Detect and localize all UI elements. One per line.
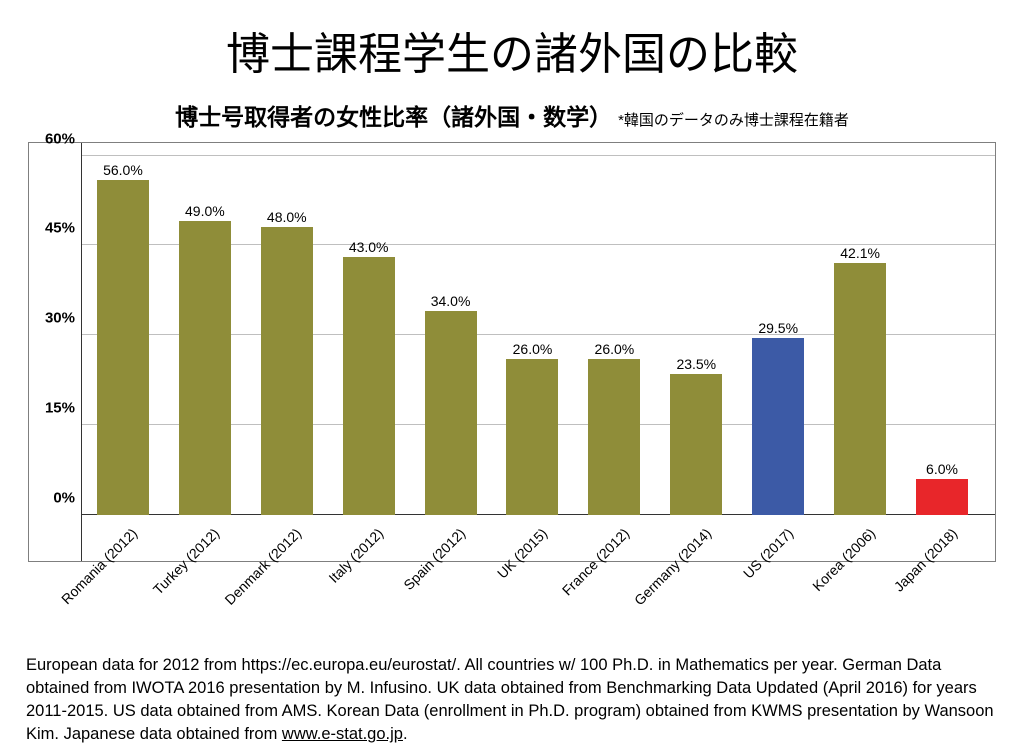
y-tick-label: 30% [45, 310, 75, 327]
subtitle-row: 博士号取得者の女性比率（諸外国・数学） *韓国のデータのみ博士課程在籍者 [20, 98, 1004, 132]
gridline [82, 155, 995, 156]
bar-column: 6.0% [901, 461, 983, 515]
bar [670, 374, 722, 515]
y-tick-label: 15% [45, 400, 75, 417]
bar [506, 359, 558, 515]
y-tick-label: 0% [53, 490, 75, 507]
bar-value-label: 29.5% [758, 320, 798, 336]
bar-column: 26.0% [573, 341, 655, 515]
bar [425, 311, 477, 515]
bar [916, 479, 968, 515]
bar-value-label: 34.0% [431, 293, 471, 309]
bars-row: 56.0% 49.0% 48.0% 43.0% 34.0% 26.0% 26.0% 23.5%… [82, 162, 983, 516]
bar [97, 180, 149, 516]
bar-value-label: 26.0% [595, 341, 635, 357]
bar [752, 338, 804, 515]
sources-tail: . [403, 725, 408, 743]
bar-column: 49.0% [164, 203, 246, 515]
main-title: 博士課程学生の諸外国の比較 [20, 18, 1004, 82]
sources-text: European data for 2012 from https://ec.e… [20, 654, 1004, 746]
bar [343, 257, 395, 515]
bar-value-label: 42.1% [840, 245, 880, 261]
chart-wrapper: 0%15%30%45%60% 56.0%49.0%48.0%43.0%34.0%… [20, 142, 1004, 562]
bar-value-label: 49.0% [185, 203, 225, 219]
bar [834, 263, 886, 515]
bar-column: 29.5% [737, 320, 819, 515]
y-tick-label: 45% [45, 220, 75, 237]
y-tick-label: 60% [45, 130, 75, 147]
bar-value-label: 26.0% [513, 341, 553, 357]
bar [179, 221, 231, 515]
bar-column: 48.0% [246, 209, 328, 515]
bar-value-label: 48.0% [267, 209, 307, 225]
bar-column: 23.5% [655, 356, 737, 515]
bar-value-label: 23.5% [676, 356, 716, 372]
y-axis: 0%15%30%45%60% [29, 143, 81, 561]
bar [261, 227, 313, 515]
bar-column: 43.0% [328, 239, 410, 515]
sources-body: European data for 2012 from https://ec.e… [26, 656, 994, 743]
plot-area: 56.0% 49.0% 48.0% 43.0% 34.0% 26.0% 26.0% 23.5%… [81, 143, 995, 561]
slide-container: 博士課程学生の諸外国の比較 博士号取得者の女性比率（諸外国・数学） *韓国のデー… [0, 0, 1024, 705]
bar-chart: 0%15%30%45%60% 56.0%49.0%48.0%43.0%34.0%… [28, 142, 996, 562]
subtitle: 博士号取得者の女性比率（諸外国・数学） [175, 98, 612, 132]
bar-value-label: 56.0% [103, 162, 143, 178]
bar-column: 56.0% [82, 162, 164, 516]
bar [588, 359, 640, 515]
bar-column: 34.0% [410, 293, 492, 515]
subtitle-note: *韓国のデータのみ博士課程在籍者 [618, 109, 849, 130]
sources-link: www.e-stat.go.jp [282, 725, 403, 743]
bar-value-label: 6.0% [926, 461, 958, 477]
bar-value-label: 43.0% [349, 239, 389, 255]
bar-column: 26.0% [492, 341, 574, 515]
bar-column: 42.1% [819, 245, 901, 515]
